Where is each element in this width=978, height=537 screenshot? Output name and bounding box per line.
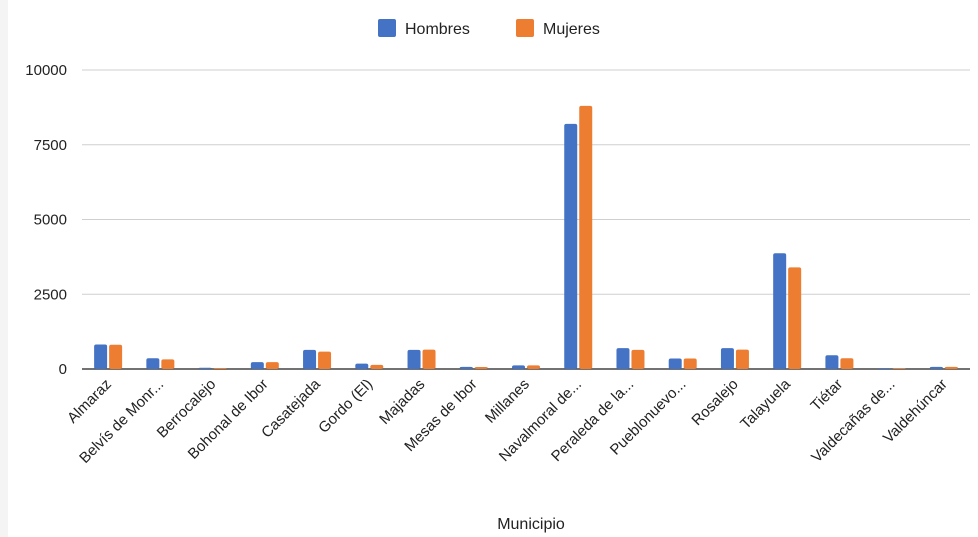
x-tick-label: Millanes [482,376,533,427]
y-axis: 0 2500 5000 7500 10000 [25,62,67,378]
x-tick-label: Talayuela [737,375,794,432]
legend-swatch-mujeres [516,19,534,37]
bar-hombres [616,348,630,369]
bars [94,105,958,369]
bar-hombres [773,253,787,369]
y-tick-label: 5000 [34,212,67,229]
bar-mujeres [944,366,958,369]
bar-mujeres [579,105,593,369]
y-tick-label: 10000 [25,62,67,79]
legend: Hombres Mujeres [378,19,600,38]
bar-mujeres [370,364,384,369]
bar-mujeres [788,267,802,369]
x-tick-label: Gordo (El) [315,376,376,437]
bar-hombres [668,358,682,369]
x-tick-label: Tiétar [807,376,846,415]
bar-mujeres [840,358,854,369]
chart-card [8,0,978,537]
bar-mujeres [422,349,436,369]
bar-hombres [355,363,369,369]
bar-mujeres [735,349,749,369]
x-tick-label: Almaraz [64,376,115,427]
bar-mujeres [161,359,175,369]
bar-hombres [825,355,839,369]
bar-hombres [94,344,108,369]
bar-hombres [929,366,943,369]
bar-hombres [198,367,212,369]
bar-hombres [407,349,421,369]
bar-mujeres [527,365,540,369]
bar-hombres [720,348,734,369]
x-tick-label: Rosalejo [688,376,741,429]
y-tick-label: 7500 [34,137,67,154]
bar-mujeres [683,358,697,369]
bar-hombres [564,123,578,369]
x-axis-title: Municipio [497,516,565,533]
y-tick-label: 0 [59,361,67,378]
bar-mujeres [265,362,279,369]
bar-mujeres [631,349,645,369]
bar-mujeres [213,367,227,369]
bar-hombres [512,365,525,369]
bar-hombres [303,349,317,369]
x-tick-label: Majadas [376,376,428,428]
bar-mujeres [109,344,123,369]
legend-swatch-hombres [378,19,396,37]
legend-label-hombres: Hombres [405,21,470,38]
bar-mujeres [318,351,332,369]
bar-hombres [877,368,891,369]
legend-label-mujeres: Mujeres [543,21,600,38]
grid [82,69,970,370]
bar-mujeres [892,368,906,369]
bar-mujeres [474,367,488,369]
y-tick-label: 2500 [34,286,67,303]
bar-hombres [250,362,264,369]
bar-hombres [146,358,160,369]
bar-hombres [459,366,473,369]
